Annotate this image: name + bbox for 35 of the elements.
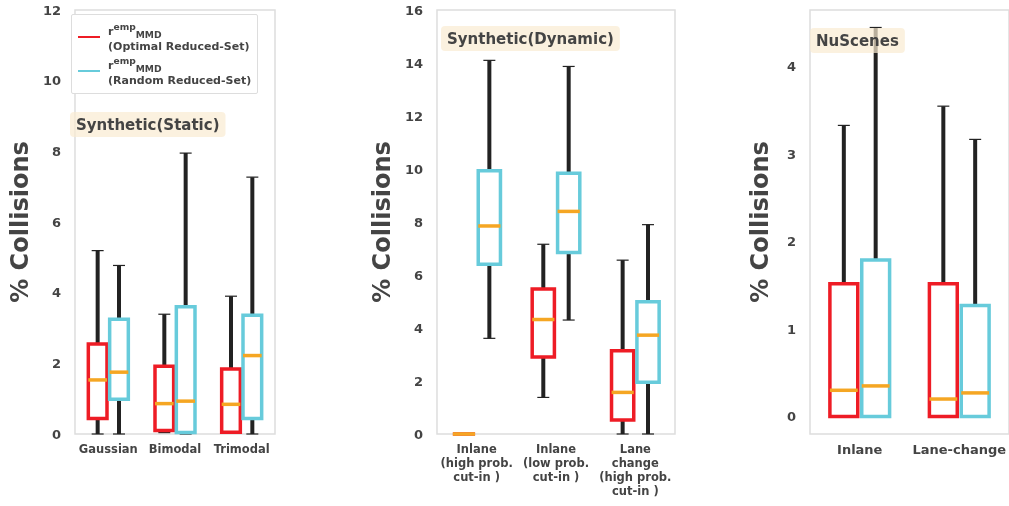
y-tick-label: 4 [413,320,423,336]
y-tick-label: 14 [404,55,423,71]
x-tick-label: Inlane (high prob. cut-in ) [440,442,513,484]
y-tick-label: 6 [413,267,423,283]
y-tick-label: 1 [786,321,796,337]
x-tick-label: Bimodal [148,442,202,456]
y-tick-label: 0 [413,426,423,442]
y-tick-label: 10 [404,161,423,177]
y-tick-label: 12 [404,108,423,124]
y-tick-label: 16 [404,2,423,18]
x-tick-label: Lane change (high prob. cut-in ) [599,442,672,498]
x-tick-label: Trimodal [213,442,270,456]
x-tick-label: Gaussian [78,442,138,456]
y-tick-label: 2 [786,234,796,250]
y-tick-label: 10 [42,73,61,89]
text: Synthetic(Static) [76,115,220,134]
y-tick-label: 2 [413,373,423,389]
y-tick-label: 12 [42,2,61,18]
y-tick-label: 4 [51,285,61,301]
y-tick-label: 8 [51,143,61,159]
y-tick-label: 8 [413,214,423,230]
y-tick-label: 0 [51,426,61,442]
y-tick-label: 4 [786,59,796,75]
x-tick-label: Inlane (low prob. cut-in ) [522,442,590,484]
y-axis-title: % Collisions [746,141,774,303]
y-axis-title: % Collisions [6,141,34,303]
y-tick-label: 2 [51,355,61,371]
y-tick-label: 0 [786,409,796,425]
y-tick-label: 6 [51,214,61,230]
y-tick-label: 3 [786,146,796,162]
text: Synthetic(Dynamic) [447,29,614,48]
y-axis-title: % Collisions [368,141,396,303]
x-tick-label: Inlane [837,441,883,457]
text: NuScenes [816,31,899,50]
x-tick-label: Lane-change [912,441,1007,457]
